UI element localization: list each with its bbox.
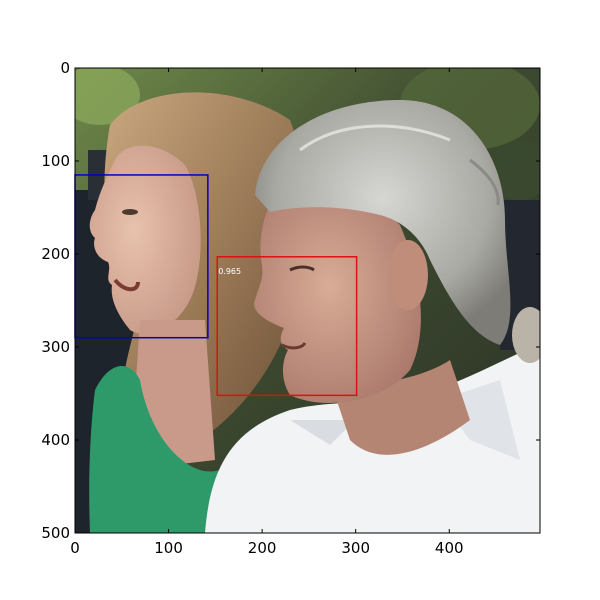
x-tick-label: 100: [154, 539, 183, 557]
detection-score-label: 0.965: [218, 267, 241, 276]
x-tick-label: 200: [248, 539, 277, 557]
detection-box-2: [216, 256, 358, 397]
photo: [75, 68, 540, 533]
x-tick-label: 0: [70, 539, 80, 557]
y-tick-label: 0: [60, 59, 70, 77]
y-tick-label: 500: [41, 524, 70, 542]
x-tick-label: 400: [435, 539, 464, 557]
axis-ticks: 0 100 200 300 400 0 100 200 300 400 500: [41, 59, 540, 557]
y-tick-label: 300: [41, 338, 70, 356]
axes-frame: [74, 67, 541, 534]
y-tick-label: 200: [41, 245, 70, 263]
y-tick-label: 100: [41, 152, 70, 170]
x-tick-label: 300: [341, 539, 370, 557]
y-tick-label: 400: [41, 431, 70, 449]
